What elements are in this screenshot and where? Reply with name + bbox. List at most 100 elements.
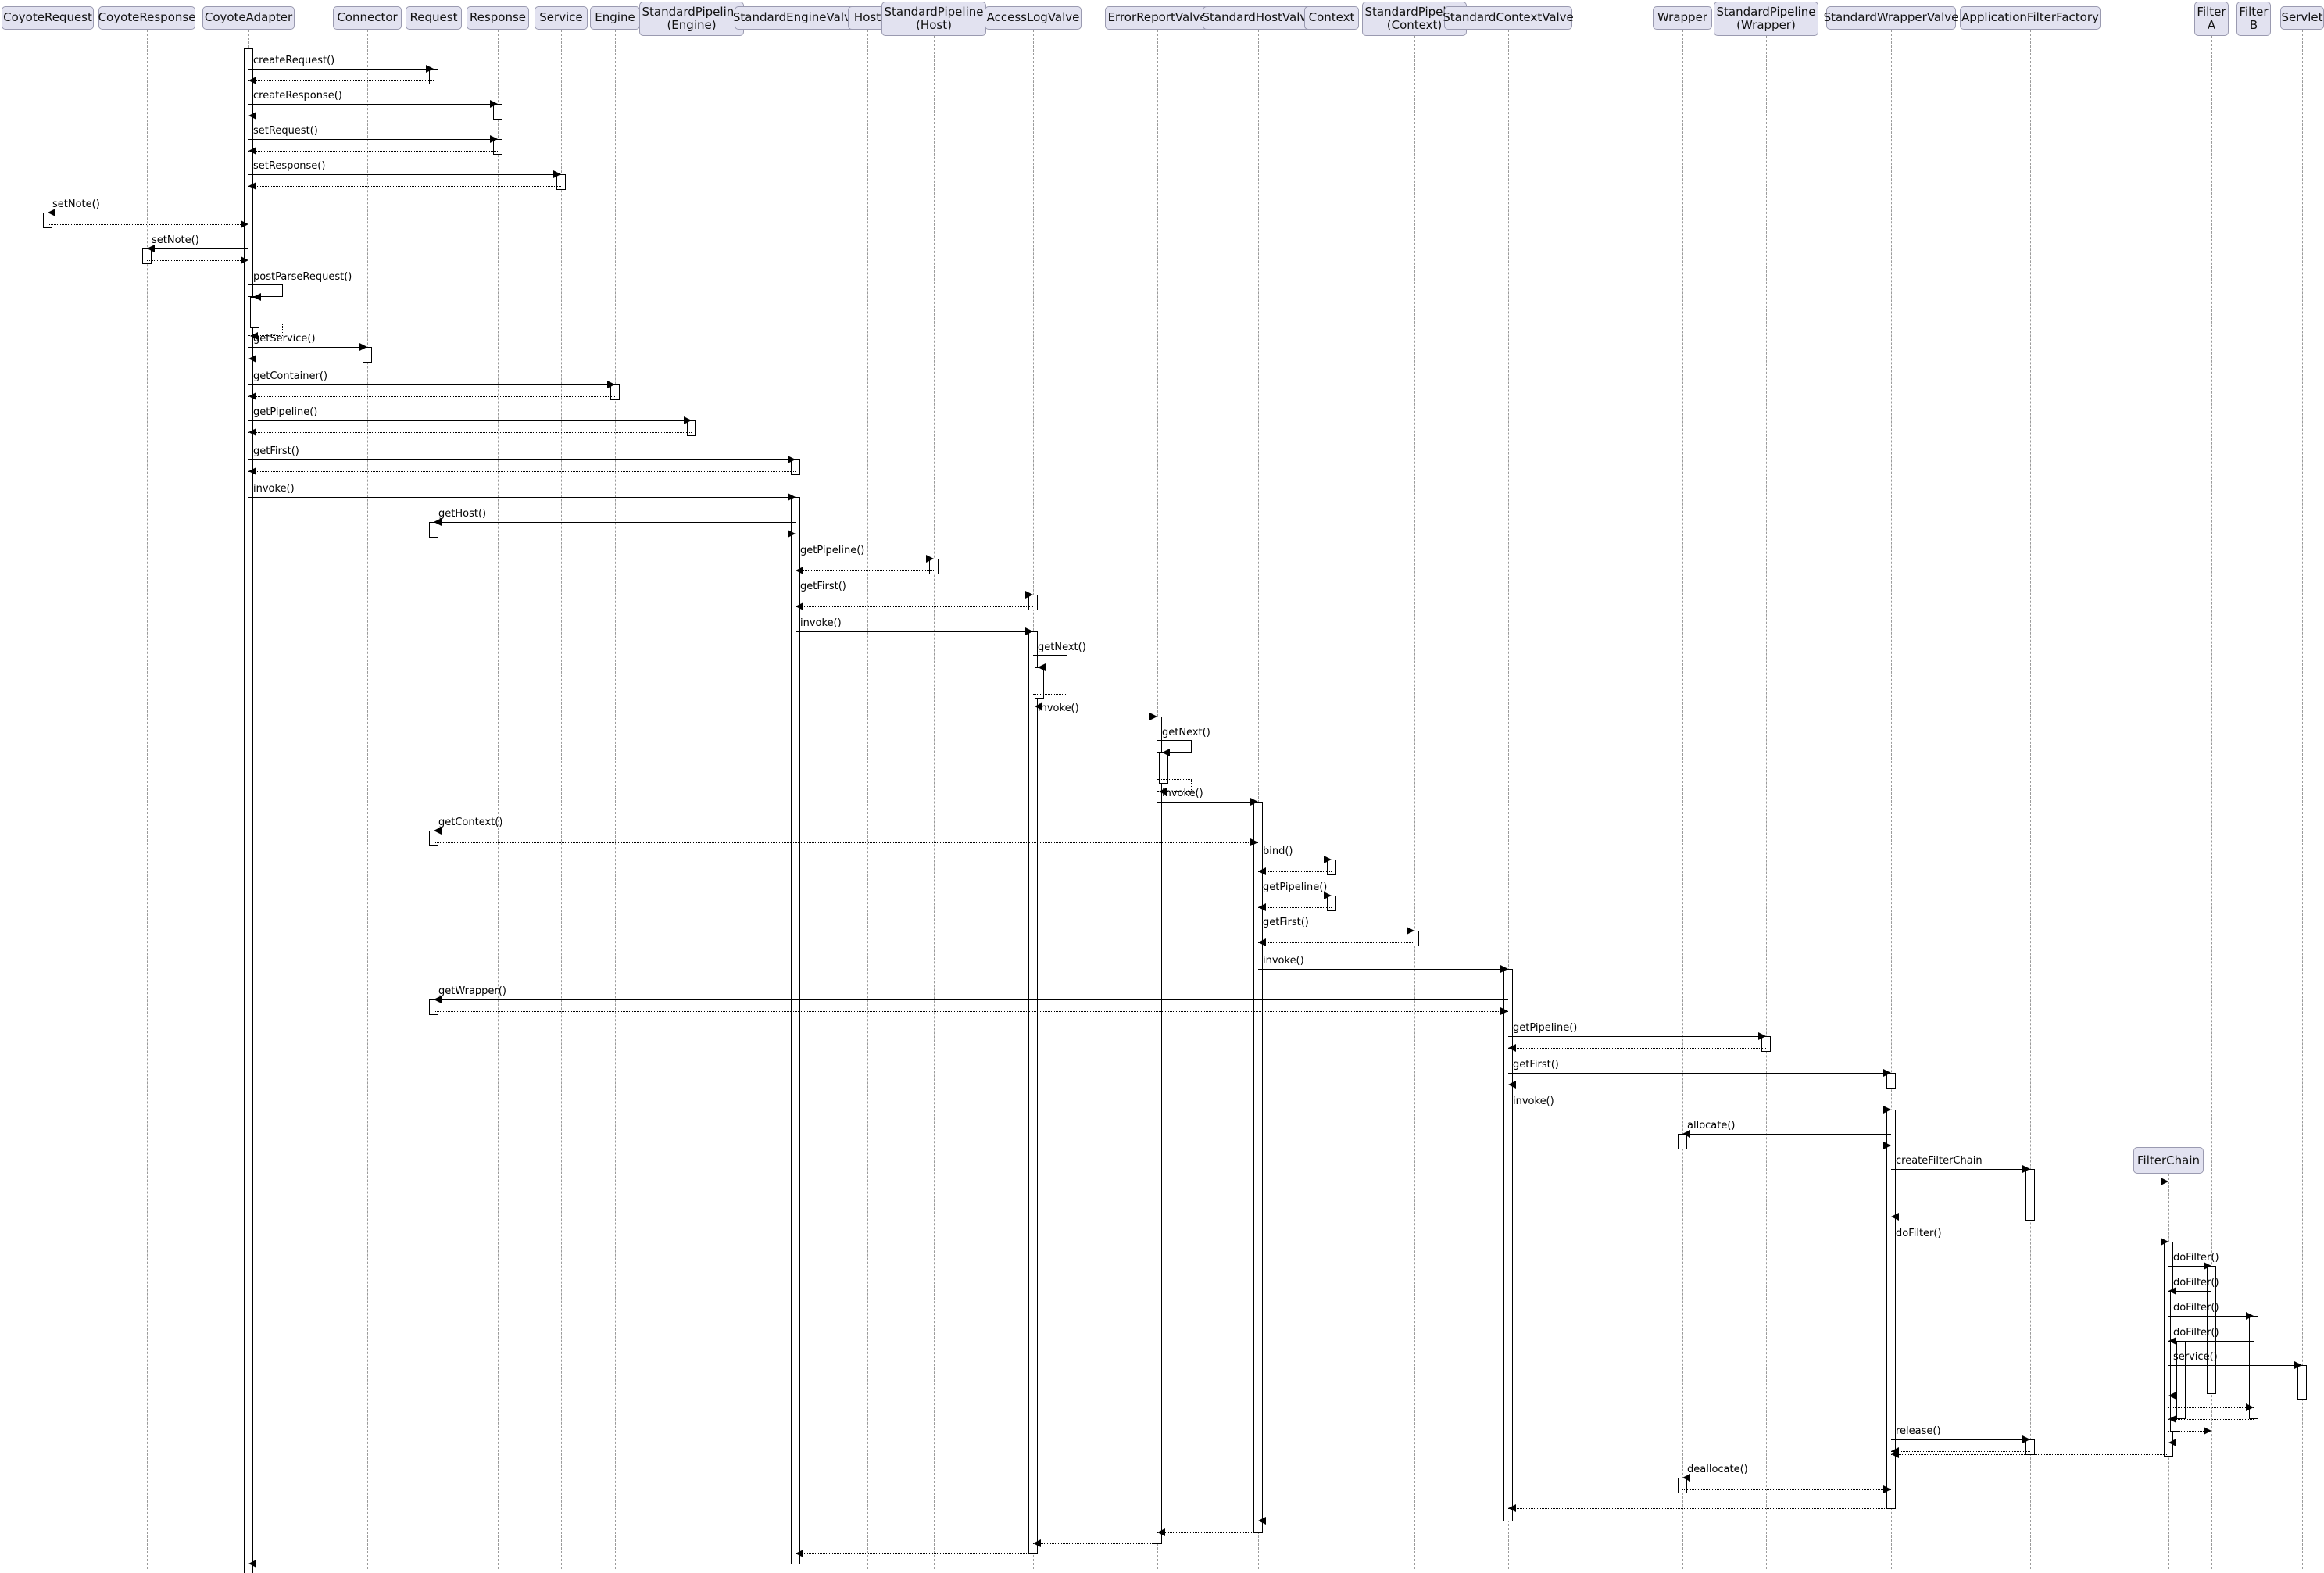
participant-contextValve[interactable]: StandardContextValve	[1443, 6, 1574, 30]
participant-service[interactable]: Service	[535, 6, 588, 30]
message-label: invoke()	[1263, 955, 1304, 967]
participant-coyoteRequest[interactable]: CoyoteRequest	[2, 6, 94, 30]
message-line-call	[2168, 1341, 2254, 1342]
arrowhead-right-icon	[1025, 627, 1033, 635]
arrowhead-right-icon	[2294, 1361, 2302, 1369]
arrowhead-right-icon	[788, 456, 796, 463]
participant-request[interactable]: Request	[406, 6, 462, 30]
participant-engine[interactable]: Engine	[590, 6, 640, 30]
message-label: setRequest()	[253, 125, 318, 137]
arrowhead-right-icon	[1407, 927, 1414, 935]
participant-errorReportValve[interactable]: ErrorReportValve	[1105, 6, 1210, 30]
message-line-return	[434, 1011, 1508, 1012]
participant-hostValve[interactable]: StandardHostValve	[1203, 6, 1314, 30]
participant-servlet[interactable]: Servlet	[2280, 6, 2324, 30]
participant-filterA[interactable]: Filter A	[2194, 2, 2229, 36]
message-line-call	[1258, 969, 1508, 970]
created-object-filterChain[interactable]: FilterChain	[2133, 1147, 2204, 1174]
participant-coyoteResponse[interactable]: CoyoteResponse	[98, 6, 195, 30]
message-label: setNote()	[152, 234, 199, 246]
arrowhead-right-icon	[2246, 1403, 2254, 1411]
participant-coyoteAdapter[interactable]: CoyoteAdapter	[202, 6, 295, 30]
message-line-call	[2168, 1291, 2211, 1292]
message-line-return	[248, 186, 561, 187]
self-return-31	[1157, 779, 1192, 792]
message-line-return	[434, 842, 1258, 843]
message-label: doFilter()	[1896, 1228, 1942, 1239]
self-return-29	[1033, 694, 1067, 706]
participant-filterFactory[interactable]: ApplicationFilterFactory	[1960, 6, 2101, 30]
message-line-call	[2168, 1266, 2211, 1267]
message-label: invoke()	[1038, 702, 1079, 714]
arrowhead-right-icon	[2204, 1262, 2211, 1270]
participant-pipeHost[interactable]: StandardPipeline (Host)	[881, 2, 986, 36]
lifeline-response	[498, 30, 499, 1569]
activation-bar-contextValve	[1503, 969, 1513, 1521]
participant-engineValve[interactable]: StandardEngineValve	[733, 6, 858, 30]
arrowhead-left-icon	[1891, 1213, 1899, 1221]
message-line-call	[1157, 802, 1258, 803]
message-label: deallocate()	[1687, 1464, 1748, 1475]
message-line-return	[796, 570, 934, 571]
participant-accessLogValve[interactable]: AccessLogValve	[985, 6, 1082, 30]
activation-bar-accessLogValve	[1028, 631, 1038, 1554]
participant-filterB[interactable]: Filter B	[2236, 2, 2271, 36]
lifeline-servlet	[2302, 30, 2303, 1569]
arrowhead-right-icon	[426, 65, 434, 73]
participant-connector[interactable]: Connector	[333, 6, 402, 30]
arrowhead-right-icon	[490, 135, 498, 143]
arrowhead-right-icon	[553, 170, 561, 178]
arrowhead-right-icon	[2161, 1178, 2168, 1185]
arrowhead-left-icon	[248, 77, 256, 84]
self-call-29	[1033, 655, 1067, 667]
message-line-call	[1508, 1036, 1766, 1037]
message-label: getHost()	[438, 508, 487, 520]
arrowhead-left-icon	[796, 1550, 803, 1557]
arrowhead-left-icon	[1159, 788, 1167, 795]
arrowhead-left-icon	[253, 293, 261, 301]
arrowhead-left-icon	[434, 827, 442, 835]
arrowhead-right-icon	[241, 256, 248, 264]
activation-bar-engineValve	[791, 497, 800, 1564]
arrowhead-left-icon	[248, 182, 256, 190]
message-label: setNote()	[52, 198, 100, 210]
lifeline-engine	[615, 30, 616, 1569]
participant-host[interactable]: Host	[848, 6, 887, 30]
arrowhead-left-icon	[248, 1560, 256, 1568]
arrowhead-right-icon	[2161, 1238, 2168, 1246]
lifeline-wrapperValve	[1891, 30, 1892, 1569]
arrowhead-left-icon	[248, 392, 256, 400]
lifeline-filterFactory	[2030, 30, 2031, 1569]
message-label: getPipeline()	[1513, 1022, 1578, 1034]
arrowhead-right-icon	[1324, 856, 1332, 863]
lifeline-pipeWrapper	[1766, 36, 1767, 1569]
arrowhead-left-icon	[1682, 1130, 1690, 1138]
activation-bar-servlet	[2297, 1365, 2307, 1400]
arrowhead-left-icon	[248, 112, 256, 120]
message-line-call	[1682, 1134, 1891, 1135]
lifeline-filterA	[2211, 36, 2212, 1569]
participant-response[interactable]: Response	[467, 6, 529, 30]
message-label: getNext()	[1038, 642, 1086, 653]
activation-bar-coyoteAdapter	[244, 48, 253, 1573]
participant-pipeWrapper[interactable]: StandardPipeline (Wrapper)	[1714, 2, 1818, 36]
message-label: doFilter()	[2173, 1277, 2219, 1289]
participant-wrapper[interactable]: Wrapper	[1653, 6, 1712, 30]
message-label: getService()	[253, 333, 316, 345]
message-line-return	[2168, 1419, 2254, 1420]
participant-pipeEngine[interactable]: StandardPipeline (Engine)	[639, 2, 744, 36]
message-line-return	[147, 260, 248, 261]
participant-context[interactable]: Context	[1304, 6, 1359, 30]
message-line-return	[248, 80, 434, 81]
message-line-return	[248, 432, 692, 433]
arrowhead-left-icon	[2168, 1415, 2176, 1423]
arrowhead-right-icon	[788, 493, 796, 501]
message-label: invoke()	[800, 617, 842, 629]
message-label: invoke()	[253, 483, 295, 495]
participant-wrapperValve[interactable]: StandardWrapperValve	[1824, 6, 1958, 30]
message-line-call	[147, 248, 248, 249]
message-line-call	[248, 139, 498, 140]
arrowhead-right-icon	[1883, 1485, 1891, 1493]
arrowhead-right-icon	[1025, 591, 1033, 599]
arrowhead-right-icon	[1758, 1032, 1766, 1040]
